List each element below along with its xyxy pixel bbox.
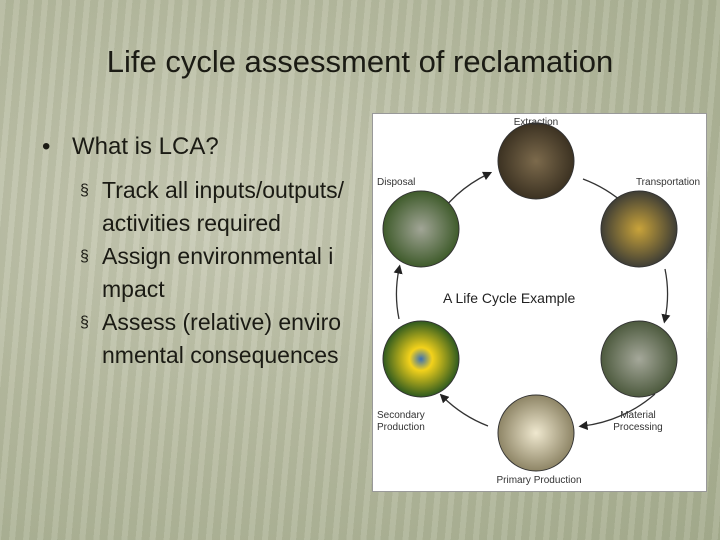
sub-bullet: Track all inputs/outputs/activities requ… [80,174,352,240]
slide-title: Life cycle assessment of reclamation [106,44,614,79]
diagram-title: A Life Cycle Example [443,290,576,306]
lifecycle-diagram: A Life Cycle Example Extraction Transpor… [372,113,707,492]
stage-label: Disposal [377,177,416,188]
bullet-text: What is LCA? [72,133,219,160]
sub-bullets: Track all inputs/outputs/activities requ… [80,174,352,372]
cycle-graphic [382,122,678,472]
stage-label: Transportation [635,177,701,188]
sub-bullet: Assess (relative) environmental conseque… [80,306,352,372]
stage-label: Secondary Production [377,410,425,433]
sub-bullet: Assign environmental impact [80,240,352,306]
stage-label: Extraction [513,117,559,128]
bullet: What is LCA? [42,133,219,161]
stage-label: Material Processing [613,410,663,433]
stage-label: Primary Production [496,475,582,486]
